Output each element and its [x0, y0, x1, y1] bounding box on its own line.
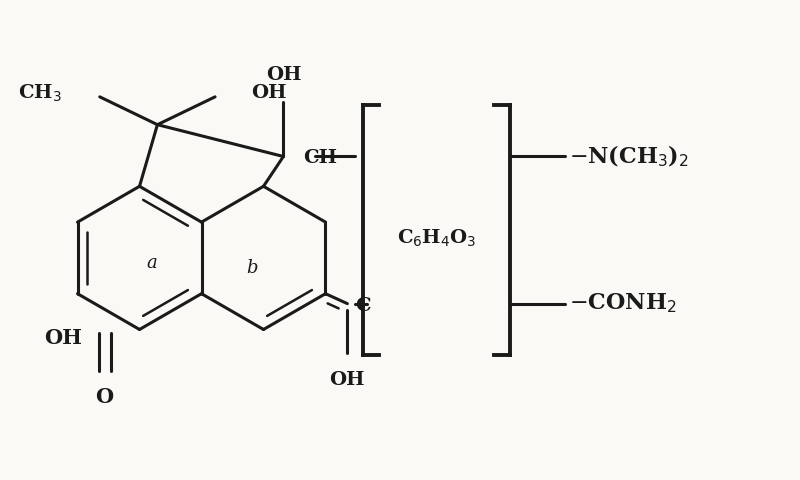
- Text: OH: OH: [251, 84, 286, 102]
- Text: OH: OH: [266, 66, 301, 84]
- Text: CH$_3$: CH$_3$: [18, 82, 62, 104]
- Text: C: C: [355, 297, 371, 314]
- Text: O: O: [95, 387, 114, 407]
- Text: $-$N(CH$_3$)$_2$: $-$N(CH$_3$)$_2$: [569, 144, 689, 169]
- Text: OH: OH: [330, 371, 365, 389]
- Text: C$_6$H$_4$O$_3$: C$_6$H$_4$O$_3$: [397, 228, 476, 249]
- Text: a: a: [146, 254, 157, 272]
- Text: OH: OH: [45, 328, 82, 348]
- Text: $-$CONH$_2$: $-$CONH$_2$: [569, 292, 676, 315]
- Text: b: b: [246, 259, 258, 277]
- Text: CH: CH: [303, 149, 338, 168]
